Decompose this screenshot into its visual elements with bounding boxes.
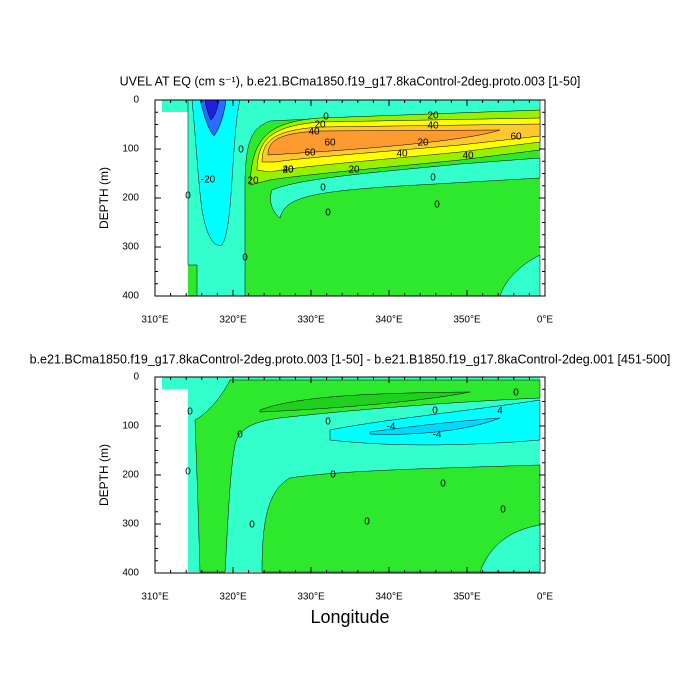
x-tick-label: 350°E bbox=[453, 315, 481, 326]
contour-label: 0 bbox=[237, 430, 243, 441]
contour-label: 0 bbox=[242, 253, 248, 264]
x-tick-label: 350°E bbox=[453, 592, 481, 603]
contour-label: 40 bbox=[282, 165, 294, 176]
fill-region bbox=[499, 254, 541, 297]
y-tick-label: 200 bbox=[122, 470, 139, 481]
x-tick-label: 330°E bbox=[297, 592, 325, 603]
x-tick-label: 310°E bbox=[141, 592, 169, 603]
contour-label: 0 bbox=[185, 467, 191, 478]
contour-label: 0 bbox=[187, 407, 193, 418]
fill-region bbox=[270, 157, 541, 219]
contour-label: 20 bbox=[314, 120, 326, 131]
x-tick-label: 310°E bbox=[141, 315, 169, 326]
contour-label: 20 bbox=[348, 165, 360, 176]
chart-title: UVEL AT EQ (cm s⁻¹), b.e21.BCma1850.f19_… bbox=[120, 74, 581, 88]
contour-fills-bottom bbox=[162, 377, 541, 573]
contour-label: 20 bbox=[427, 111, 439, 122]
contour-label: 60 bbox=[510, 132, 522, 143]
x-tick-label: 0°E bbox=[537, 592, 554, 603]
contour-label: 0 bbox=[323, 112, 329, 123]
fill-region bbox=[267, 129, 501, 156]
y-tick-label: 300 bbox=[122, 242, 139, 253]
contour-label: 60 bbox=[304, 148, 316, 159]
y-tick-label: 300 bbox=[122, 519, 139, 530]
fill-region bbox=[191, 99, 241, 246]
contour-label: 0 bbox=[185, 191, 191, 202]
x-tick-label: 340°E bbox=[375, 592, 403, 603]
y-tick-label: 200 bbox=[122, 193, 139, 204]
y-tick-label: 100 bbox=[122, 421, 139, 432]
contour-label: 0 bbox=[320, 183, 326, 194]
contour-label: 0 bbox=[330, 470, 336, 481]
fill-region bbox=[204, 99, 220, 121]
y-tick-label: 0 bbox=[133, 95, 139, 106]
y-axis-label: DEPTH (m) bbox=[97, 167, 111, 229]
contour-label: 0 bbox=[364, 517, 370, 528]
contour-label: 0 bbox=[440, 479, 446, 490]
fill-region bbox=[259, 391, 471, 413]
contour-label: 40 bbox=[427, 121, 439, 132]
contour-label: 0 bbox=[500, 505, 506, 516]
x-axis-label: Longitude bbox=[310, 607, 389, 627]
x-tick-label: 340°E bbox=[375, 315, 403, 326]
contour-label: 20 bbox=[417, 138, 429, 149]
contour-label: 20 bbox=[282, 165, 294, 176]
y-tick-label: 400 bbox=[122, 291, 139, 302]
x-tick-label: 0°E bbox=[537, 315, 554, 326]
contour-label: 0 bbox=[238, 145, 244, 156]
x-tick-label: 330°E bbox=[297, 315, 325, 326]
contour-label: 40 bbox=[462, 151, 474, 162]
fill-region bbox=[261, 464, 541, 573]
contour-label: -4 bbox=[433, 430, 442, 441]
fill-region bbox=[479, 524, 541, 573]
contour-label: 60 bbox=[324, 138, 336, 149]
fill-region bbox=[194, 379, 541, 573]
contour-label: 0 bbox=[432, 406, 438, 417]
contour-label: 40 bbox=[396, 149, 408, 160]
x-tick-label: 320°E bbox=[219, 315, 247, 326]
contour-label: 0 bbox=[513, 388, 519, 399]
fill-region bbox=[369, 417, 501, 435]
chart-title: b.e21.BCma1850.f19_g17.8kaControl-2deg.p… bbox=[30, 352, 671, 366]
contour-label: 20 bbox=[247, 176, 259, 187]
contour-label: 40 bbox=[308, 127, 320, 138]
y-tick-label: 0 bbox=[133, 372, 139, 383]
y-tick-label: 400 bbox=[122, 568, 139, 579]
y-tick-label: 100 bbox=[122, 144, 139, 155]
y-axis-label: DEPTH (m) bbox=[97, 444, 111, 506]
contour-label: 0 bbox=[430, 173, 436, 184]
contour-label: 0 bbox=[434, 200, 440, 211]
contour-label: -4 bbox=[387, 422, 396, 433]
contour-label: -20 bbox=[201, 175, 216, 186]
contour-label: 0 bbox=[325, 417, 331, 428]
x-tick-label: 320°E bbox=[219, 592, 247, 603]
contour-label: 4 bbox=[497, 406, 503, 417]
contour-fills-top bbox=[162, 99, 541, 297]
contour-label: 0 bbox=[249, 520, 255, 531]
contour-label: 0 bbox=[325, 208, 331, 219]
